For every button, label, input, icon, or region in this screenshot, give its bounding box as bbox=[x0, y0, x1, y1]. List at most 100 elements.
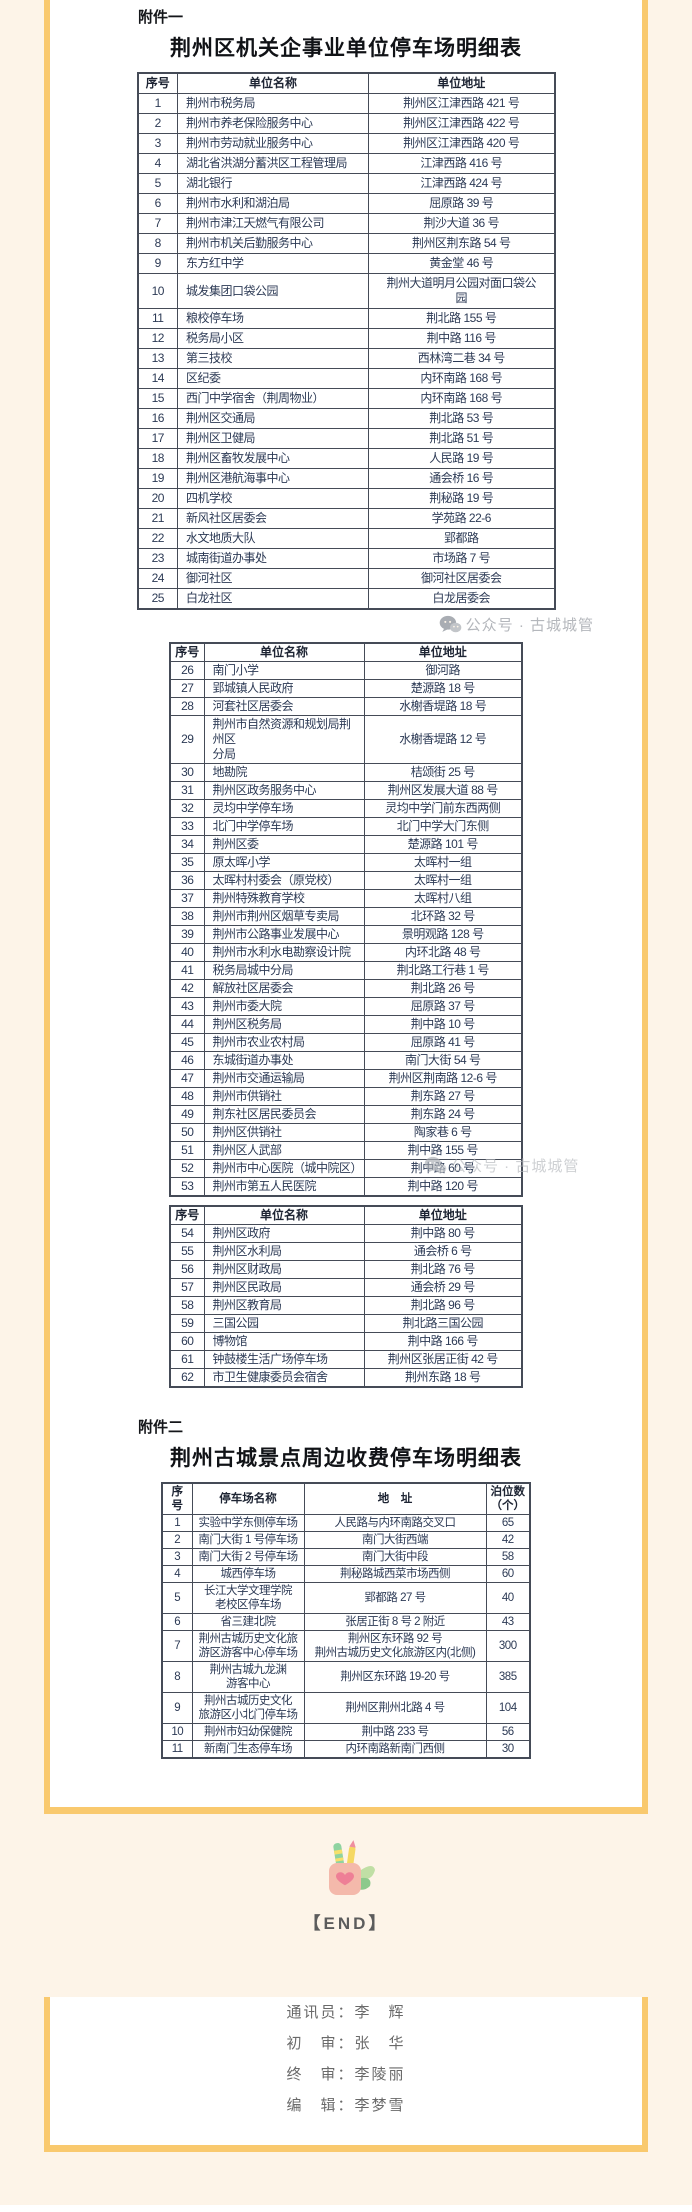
table-row: 35 原太晖小学 太晖村一组 bbox=[169, 853, 523, 872]
table-cell: 42 bbox=[169, 979, 205, 998]
table-row: 8 荆州古城九龙渊 游客中心 荆州区东环路 19-20 号 385 bbox=[161, 1661, 531, 1693]
table-row: 42 解放社区居委会 荆北路 26 号 bbox=[169, 979, 523, 998]
table-cell: 8 bbox=[161, 1661, 193, 1693]
table-row: 1 荆州市税务局 荆州区江津西路 421 号 bbox=[137, 93, 555, 114]
table-cell: 郢城镇人民政府 bbox=[203, 679, 365, 698]
table-cell: 人民路 19 号 bbox=[368, 448, 555, 469]
table-cell: 荆州区人武部 bbox=[203, 1141, 365, 1160]
table-row: 44 荆州区税务局 荆中路 10 号 bbox=[169, 1015, 523, 1034]
table-row: 16 荆州区交通局 荆北路 53 号 bbox=[137, 408, 555, 429]
table-row: 3 荆州市劳动就业服务中心 荆州区江津西路 420 号 bbox=[137, 133, 555, 154]
table-cell: 300 bbox=[485, 1630, 531, 1662]
table-cell: 21 bbox=[137, 508, 178, 529]
table-cell: 39 bbox=[169, 925, 205, 944]
table-cell: 33 bbox=[169, 817, 205, 836]
table-cell: 太晖村一组 bbox=[363, 853, 523, 872]
table-row: 8 荆州市机关后勤服务中心 荆州区荆东路 54 号 bbox=[137, 233, 555, 254]
table-row: 22 水文地质大队 郢都路 bbox=[137, 528, 555, 549]
table-cell: 45 bbox=[169, 1033, 205, 1052]
table-cell: 25 bbox=[137, 588, 178, 610]
table-cell: 城西停车场 bbox=[191, 1565, 305, 1583]
table-row: 4 城西停车场 荆秘路城西菜市场西侧 60 bbox=[161, 1565, 531, 1583]
table-cell: 第三技校 bbox=[177, 348, 369, 369]
header-row: 序号 停车场名称地 址泊位数 （个） bbox=[161, 1482, 531, 1515]
table-cell: 荆州区供销社 bbox=[203, 1123, 365, 1142]
table-cell: 18 bbox=[137, 448, 178, 469]
table-row: 41 税务局城中分局 荆北路工行巷 1 号 bbox=[169, 961, 523, 980]
table-cell: 荆州市水利水电勘察设计院 bbox=[203, 943, 365, 962]
table-row: 9 东方红中学 黄金堂 46 号 bbox=[137, 253, 555, 274]
table-row: 25 白龙社区 白龙居委会 bbox=[137, 588, 555, 610]
table-cell: 荆州区政府 bbox=[203, 1224, 365, 1243]
table-cell: 10 bbox=[137, 273, 178, 309]
table-cell: 人民路与内环南路交叉口 bbox=[303, 1514, 487, 1532]
table-row: 56 荆州区财政局 荆北路 76 号 bbox=[169, 1260, 523, 1279]
table-row: 36 太晖村村委会（原党校） 太晖村一组 bbox=[169, 871, 523, 890]
table-cell: 荆州区张居正街 42 号 bbox=[363, 1350, 523, 1369]
table-row: 23 城南街道办事处 市场路 7 号 bbox=[137, 548, 555, 569]
table-cell: 内环北路 48 号 bbox=[363, 943, 523, 962]
table-row: 57 荆州区民政局 通会桥 29 号 bbox=[169, 1278, 523, 1297]
unit-parking-table-1: 序号 单位名称 单位地址 1 荆州市税务局 荆州区江津西路 421 号 2 荆州市养老保险服务… bbox=[136, 72, 556, 610]
table-cell: 52 bbox=[169, 1159, 205, 1178]
table-cell: 南门大街 54 号 bbox=[363, 1051, 523, 1070]
table-cell: 荆州市农业农村局 bbox=[203, 1033, 365, 1052]
table-cell: 御河社区 bbox=[177, 568, 369, 589]
table-row: 61 钟鼓楼生活广场停车场 荆州区张居正街 42 号 bbox=[169, 1350, 523, 1369]
table-cell: 屈原路 41 号 bbox=[363, 1033, 523, 1052]
table-cell: 通会桥 16 号 bbox=[368, 468, 555, 489]
table-cell: 44 bbox=[169, 1015, 205, 1034]
table-row: 55 荆州区水利局 通会桥 6 号 bbox=[169, 1242, 523, 1261]
table-row: 40 荆州市水利水电勘察设计院 内环北路 48 号 bbox=[169, 943, 523, 962]
table-cell: 博物馆 bbox=[203, 1332, 365, 1351]
table-row: 11 新南门生态停车场 内环南路新南门西侧 30 bbox=[161, 1740, 531, 1759]
table-cell: 22 bbox=[137, 528, 178, 549]
table-row: 13 第三技校 西林湾二巷 34 号 bbox=[137, 348, 555, 369]
table-cell: 56 bbox=[169, 1260, 205, 1279]
table-cell: 8 bbox=[137, 233, 178, 254]
table-cell: 新风社区居委会 bbox=[177, 508, 369, 529]
table-cell: 荆中路 166 号 bbox=[363, 1332, 523, 1351]
table-cell: 南门小学 bbox=[203, 661, 365, 680]
table-cell: 荆东社区居民委员会 bbox=[203, 1105, 365, 1124]
table-cell: 桔颂街 25 号 bbox=[363, 763, 523, 782]
table-cell: 荆北路三国公园 bbox=[363, 1314, 523, 1333]
table-cell: 17 bbox=[137, 428, 178, 449]
table-cell: 3 bbox=[161, 1548, 193, 1566]
table-cell: 北门中学停车场 bbox=[203, 817, 365, 836]
table-cell: 通会桥 29 号 bbox=[363, 1278, 523, 1297]
table-cell: 5 bbox=[161, 1582, 193, 1614]
table-cell: 景明观路 128 号 bbox=[363, 925, 523, 944]
table-cell: 荆州古城历史文化旅 游区游客中心停车场 bbox=[191, 1630, 305, 1662]
table-row: 39 荆州市公路事业发展中心 景明观路 128 号 bbox=[169, 925, 523, 944]
table-cell: 48 bbox=[169, 1087, 205, 1106]
table-cell: 46 bbox=[169, 1051, 205, 1070]
table-cell: 荆州区财政局 bbox=[203, 1260, 365, 1279]
table-cell: 荆州市机关后勤服务中心 bbox=[177, 233, 369, 254]
table-cell: 城南街道办事处 bbox=[177, 548, 369, 569]
column-header: 单位地址 bbox=[363, 642, 523, 662]
table-cell: 荆州古城九龙渊 游客中心 bbox=[191, 1661, 305, 1693]
table-cell: 26 bbox=[169, 661, 205, 680]
table-cell: 荆州市供销社 bbox=[203, 1087, 365, 1106]
table-row: 38 荆州市荆州区烟草专卖局 北环路 32 号 bbox=[169, 907, 523, 926]
table-cell: 荆州市委大院 bbox=[203, 997, 365, 1016]
table-cell: 实验中学东侧停车场 bbox=[191, 1514, 305, 1532]
table-cell: 49 bbox=[169, 1105, 205, 1124]
table-cell: 41 bbox=[169, 961, 205, 980]
table-cell: 南门大街 2 号停车场 bbox=[191, 1548, 305, 1566]
table-cell: 黄金堂 46 号 bbox=[368, 253, 555, 274]
watermark-official-account: 公众号 · 古城城管 bbox=[50, 614, 594, 634]
table-row: 3 南门大街 2 号停车场 南门大街中段 58 bbox=[161, 1548, 531, 1566]
table-cell: 40 bbox=[485, 1582, 531, 1614]
end-label: 【END】 bbox=[303, 1914, 389, 1933]
column-header: 单位地址 bbox=[368, 72, 555, 94]
column-header: 单位名称 bbox=[203, 1205, 365, 1225]
table-cell: 荆东路 24 号 bbox=[363, 1105, 523, 1124]
credit-editor: 编 辑：李梦雪 bbox=[286, 2097, 406, 2114]
table-row: 18 荆州区畜牧发展中心 人民路 19 号 bbox=[137, 448, 555, 469]
table-cell: 北门中学大门东侧 bbox=[363, 817, 523, 836]
table-cell: 水榭香堤路 18 号 bbox=[363, 697, 523, 716]
table-cell: 通会桥 6 号 bbox=[363, 1242, 523, 1261]
